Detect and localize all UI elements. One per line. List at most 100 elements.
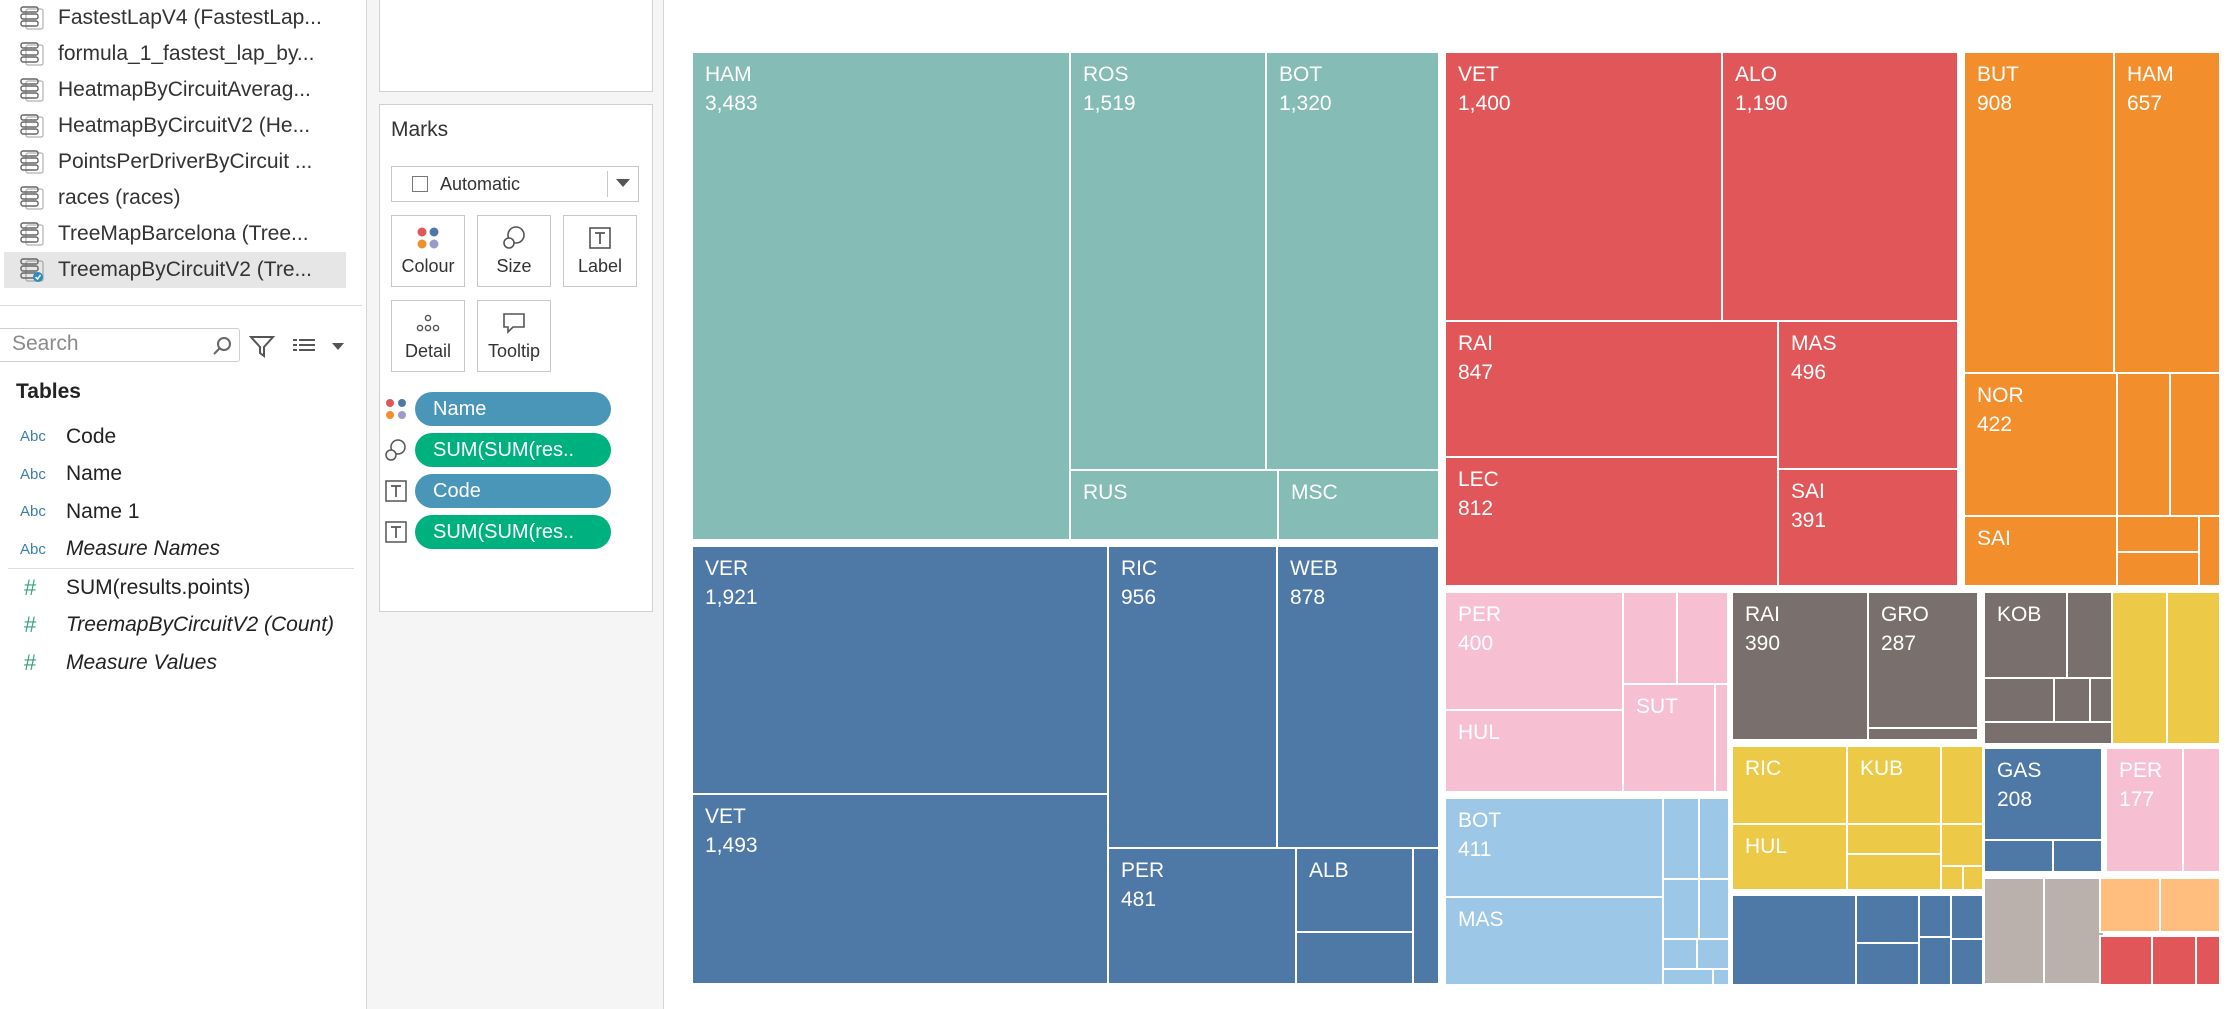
treemap-cell[interactable]: [1696, 938, 1730, 970]
treemap-cell[interactable]: [1444, 456, 1779, 587]
treemap-cell[interactable]: [1662, 968, 1714, 986]
data-source-item[interactable]: PointsPerDriverByCircuit ...: [0, 144, 360, 180]
size-button[interactable]: Size: [477, 215, 551, 287]
treemap-cell[interactable]: [1622, 683, 1716, 793]
treemap-cell[interactable]: [2116, 515, 2200, 553]
treemap-cell[interactable]: [1069, 469, 1279, 541]
treemap-cell[interactable]: [1662, 938, 1698, 970]
dimension-field[interactable]: Abc Name 1: [0, 493, 362, 531]
treemap-cell[interactable]: [2099, 877, 2161, 933]
treemap-cell[interactable]: [1983, 839, 2054, 873]
treemap-cell[interactable]: [1444, 797, 1664, 898]
treemap-cell[interactable]: [1714, 683, 1729, 793]
treemap-cell[interactable]: [1855, 942, 1920, 986]
treemap-cell[interactable]: [1983, 877, 2045, 985]
field-pill[interactable]: SUM(SUM(res..: [415, 515, 611, 549]
treemap-cell[interactable]: [691, 793, 1109, 985]
colour-button[interactable]: Colour: [391, 215, 465, 287]
data-source-item[interactable]: races (races): [0, 180, 360, 216]
treemap-cell[interactable]: [2111, 591, 2168, 745]
treemap-cell[interactable]: [1963, 51, 2115, 374]
treemap-cell[interactable]: [1962, 865, 1984, 891]
treemap-cell[interactable]: [1712, 968, 1730, 986]
mark-type-dropdown[interactable]: Automatic: [391, 166, 639, 202]
treemap-cell[interactable]: [1107, 545, 1278, 849]
data-source-item[interactable]: TreemapByCircuitV2 (Tre...: [4, 252, 346, 288]
filter-icon[interactable]: [248, 332, 276, 360]
label-button[interactable]: Label: [563, 215, 637, 287]
dimension-field[interactable]: Abc Name: [0, 456, 362, 494]
treemap-cell[interactable]: [1107, 847, 1297, 985]
treemap-cell[interactable]: [2116, 372, 2171, 517]
treemap-cell[interactable]: [1777, 320, 1959, 470]
treemap-cell[interactable]: [691, 51, 1071, 541]
treemap-cell[interactable]: [1265, 51, 1440, 471]
treemap-cell[interactable]: [1963, 372, 2118, 517]
label-icon[interactable]: [383, 478, 409, 504]
treemap-cell[interactable]: [1662, 878, 1700, 940]
chevron-down-icon[interactable]: [324, 332, 352, 360]
treemap-cell[interactable]: [1412, 847, 1440, 985]
treemap-cell[interactable]: [1662, 797, 1700, 880]
treemap-cell[interactable]: [2116, 551, 2200, 587]
treemap-cell[interactable]: [2043, 877, 2105, 985]
treemap-cell[interactable]: [2166, 591, 2221, 745]
measure-field[interactable]: # Measure Values: [0, 644, 362, 682]
treemap-cell[interactable]: [1963, 515, 2118, 587]
treemap-cell[interactable]: [1276, 545, 1440, 849]
treemap-chart[interactable]: HAM 3,483 ROS 1,519 BOT 1,320 RUS MSC VER 1,921 VE…: [664, 0, 2232, 1009]
treemap-cell[interactable]: [1295, 847, 1414, 933]
treemap-cell[interactable]: [2053, 677, 2091, 723]
treemap-cell[interactable]: [1698, 878, 1730, 940]
treemap-cell[interactable]: [1698, 797, 1730, 880]
treemap-cell[interactable]: [1950, 894, 1984, 940]
tooltip-button[interactable]: Tooltip: [477, 300, 551, 372]
treemap-cell[interactable]: [2195, 935, 2221, 986]
treemap-cell[interactable]: [1918, 894, 1952, 938]
field-pill[interactable]: Code: [415, 474, 611, 508]
data-source-item[interactable]: formula_1_fastest_lap_by...: [0, 36, 360, 72]
treemap-cell[interactable]: [1444, 51, 1723, 322]
treemap-cell[interactable]: [1731, 823, 1848, 891]
treemap-cell[interactable]: [1731, 745, 1848, 825]
detail-button[interactable]: Detail: [391, 300, 465, 372]
data-source-item[interactable]: HeatmapByCircuitAverag...: [0, 72, 360, 108]
treemap-cell[interactable]: [1983, 721, 2118, 745]
dimension-field[interactable]: Abc Code: [0, 418, 362, 456]
treemap-cell[interactable]: [1867, 727, 1979, 741]
treemap-cell[interactable]: [2151, 935, 2197, 986]
treemap-cell[interactable]: [1983, 677, 2055, 723]
label-icon[interactable]: [383, 519, 409, 545]
treemap-cell[interactable]: [1444, 896, 1664, 986]
measure-field[interactable]: # SUM(results.points): [0, 569, 362, 607]
treemap-cell[interactable]: [1950, 938, 1984, 986]
treemap-cell[interactable]: [1855, 894, 1920, 944]
treemap-cell[interactable]: [1069, 51, 1267, 471]
treemap-cell[interactable]: [1940, 865, 1964, 891]
treemap-cell[interactable]: [2052, 839, 2103, 873]
treemap-cell[interactable]: [2099, 935, 2153, 986]
treemap-cell[interactable]: [1940, 745, 1984, 825]
treemap-cell[interactable]: [691, 545, 1109, 795]
treemap-cell[interactable]: [2198, 515, 2221, 587]
treemap-cell[interactable]: [2182, 747, 2221, 873]
search-icon[interactable]: [211, 335, 233, 357]
treemap-cell[interactable]: [2159, 877, 2221, 933]
treemap-cell[interactable]: [1295, 931, 1414, 985]
measure-field[interactable]: # TreemapByCircuitV2 (Count): [0, 607, 362, 645]
dimension-field[interactable]: Abc Measure Names: [0, 531, 362, 569]
treemap-cell[interactable]: [1983, 747, 2103, 841]
treemap-cell[interactable]: [1846, 853, 1942, 891]
data-source-item[interactable]: FastestLapV4 (FastestLap...: [0, 0, 360, 36]
treemap-cell[interactable]: [1940, 823, 1984, 867]
filters-shelf[interactable]: [379, 0, 653, 92]
data-source-item[interactable]: HeatmapByCircuitV2 (He...: [0, 108, 360, 144]
treemap-cell[interactable]: [1277, 469, 1440, 541]
treemap-cell[interactable]: [2066, 591, 2118, 679]
colour-icon[interactable]: [383, 396, 409, 422]
treemap-cell[interactable]: [2113, 51, 2221, 374]
data-source-item[interactable]: TreeMapBarcelona (Tree...: [0, 216, 360, 252]
field-pill[interactable]: Name: [415, 392, 611, 426]
treemap-cell[interactable]: [2169, 372, 2221, 517]
view-list-icon[interactable]: [290, 332, 318, 360]
